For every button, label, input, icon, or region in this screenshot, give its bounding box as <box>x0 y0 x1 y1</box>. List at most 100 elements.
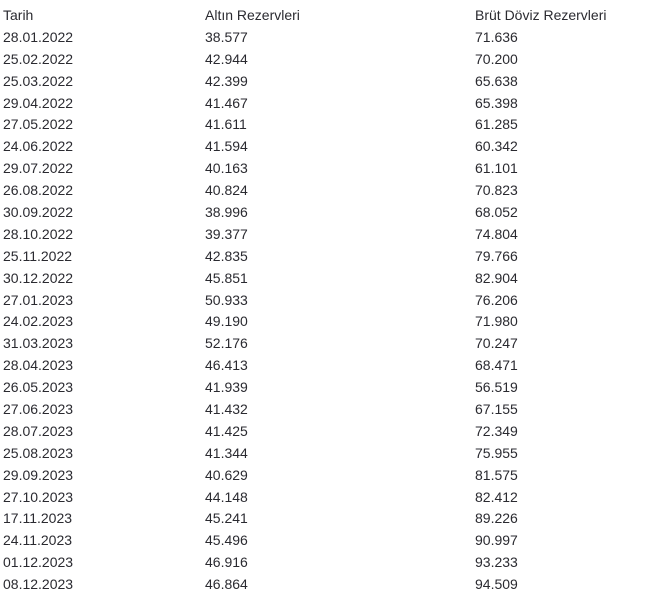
cell-tarih: 27.01.2023 <box>3 291 74 308</box>
table-row: 28.07.2023 41.425 72.349 <box>3 420 665 442</box>
cell-altin-rezervleri: 38.577 <box>205 28 248 45</box>
cell-brut-doviz-rezervleri: 65.638 <box>475 72 518 89</box>
cell-altin-rezervleri: 45.241 <box>205 510 248 527</box>
table-row: 28.01.2022 38.577 71.636 <box>3 26 665 48</box>
cell-tarih: 29.09.2023 <box>3 466 74 483</box>
table-row: 28.04.2023 46.413 68.471 <box>3 354 665 376</box>
cell-brut-doviz-rezervleri: 56.519 <box>475 379 518 396</box>
cell-tarih: 28.04.2023 <box>3 357 74 374</box>
cell-brut-doviz-rezervleri: 90.997 <box>475 532 518 549</box>
cell-brut-doviz-rezervleri: 70.823 <box>475 182 518 199</box>
cell-brut-doviz-rezervleri: 81.575 <box>475 466 518 483</box>
cell-brut-doviz-rezervleri: 61.101 <box>475 160 518 177</box>
table-row: 27.01.2023 50.933 76.206 <box>3 289 665 311</box>
cell-altin-rezervleri: 40.629 <box>205 466 248 483</box>
cell-altin-rezervleri: 45.851 <box>205 269 248 286</box>
cell-altin-rezervleri: 46.864 <box>205 576 248 593</box>
cell-tarih: 29.04.2022 <box>3 94 74 111</box>
cell-altin-rezervleri: 49.190 <box>205 313 248 330</box>
cell-brut-doviz-rezervleri: 75.955 <box>475 444 518 461</box>
table-row: 27.10.2023 44.148 82.412 <box>3 486 665 508</box>
cell-brut-doviz-rezervleri: 82.904 <box>475 269 518 286</box>
cell-altin-rezervleri: 40.163 <box>205 160 248 177</box>
table-row: 24.11.2023 45.496 90.997 <box>3 529 665 551</box>
table-row: 01.12.2023 46.916 93.233 <box>3 551 665 573</box>
cell-altin-rezervleri: 42.944 <box>205 50 248 67</box>
cell-brut-doviz-rezervleri: 68.471 <box>475 357 518 374</box>
cell-tarih: 30.09.2022 <box>3 203 74 220</box>
cell-brut-doviz-rezervleri: 72.349 <box>475 422 518 439</box>
cell-altin-rezervleri: 41.344 <box>205 444 248 461</box>
table-row: 25.03.2022 42.399 65.638 <box>3 70 665 92</box>
cell-brut-doviz-rezervleri: 79.766 <box>475 247 518 264</box>
cell-tarih: 25.08.2023 <box>3 444 74 461</box>
cell-tarih: 29.07.2022 <box>3 160 74 177</box>
cell-tarih: 24.02.2023 <box>3 313 74 330</box>
cell-tarih: 28.01.2022 <box>3 28 74 45</box>
table-header-row: Tarih Altın Rezervleri Brüt Döviz Rezerv… <box>3 4 665 26</box>
table-row: 08.12.2023 46.864 94.509 <box>3 573 665 595</box>
cell-altin-rezervleri: 42.835 <box>205 247 248 264</box>
cell-altin-rezervleri: 41.425 <box>205 422 248 439</box>
cell-brut-doviz-rezervleri: 60.342 <box>475 138 518 155</box>
cell-tarih: 28.07.2023 <box>3 422 74 439</box>
cell-tarih: 01.12.2023 <box>3 554 74 571</box>
table-row: 17.11.2023 45.241 89.226 <box>3 507 665 529</box>
table-row: 29.09.2023 40.629 81.575 <box>3 464 665 486</box>
cell-altin-rezervleri: 38.996 <box>205 203 248 220</box>
table-row: 26.08.2022 40.824 70.823 <box>3 179 665 201</box>
cell-tarih: 27.10.2023 <box>3 488 74 505</box>
cell-altin-rezervleri: 40.824 <box>205 182 248 199</box>
cell-altin-rezervleri: 39.377 <box>205 225 248 242</box>
cell-tarih: 25.03.2022 <box>3 72 74 89</box>
cell-brut-doviz-rezervleri: 65.398 <box>475 94 518 111</box>
cell-altin-rezervleri: 41.467 <box>205 94 248 111</box>
table-row: 27.06.2023 41.432 67.155 <box>3 398 665 420</box>
table-row: 28.10.2022 39.377 74.804 <box>3 223 665 245</box>
cell-altin-rezervleri: 44.148 <box>205 488 248 505</box>
cell-brut-doviz-rezervleri: 61.285 <box>475 116 518 133</box>
cell-brut-doviz-rezervleri: 76.206 <box>475 291 518 308</box>
table-row: 25.08.2023 41.344 75.955 <box>3 442 665 464</box>
cell-altin-rezervleri: 41.432 <box>205 400 248 417</box>
cell-tarih: 26.05.2023 <box>3 379 74 396</box>
table-row: 24.02.2023 49.190 71.980 <box>3 310 665 332</box>
cell-brut-doviz-rezervleri: 67.155 <box>475 400 518 417</box>
column-header-tarih: Tarih <box>3 6 34 23</box>
cell-altin-rezervleri: 45.496 <box>205 532 248 549</box>
cell-brut-doviz-rezervleri: 94.509 <box>475 576 518 593</box>
cell-brut-doviz-rezervleri: 68.052 <box>475 203 518 220</box>
cell-tarih: 26.08.2022 <box>3 182 74 199</box>
cell-tarih: 24.06.2022 <box>3 138 74 155</box>
cell-brut-doviz-rezervleri: 70.200 <box>475 50 518 67</box>
table-row: 29.04.2022 41.467 65.398 <box>3 92 665 114</box>
table-row: 30.12.2022 45.851 82.904 <box>3 267 665 289</box>
cell-altin-rezervleri: 52.176 <box>205 335 248 352</box>
table-row: 25.02.2022 42.944 70.200 <box>3 48 665 70</box>
cell-tarih: 08.12.2023 <box>3 576 74 593</box>
cell-altin-rezervleri: 46.413 <box>205 357 248 374</box>
table-row: 24.06.2022 41.594 60.342 <box>3 135 665 157</box>
table-row: 29.07.2022 40.163 61.101 <box>3 157 665 179</box>
table-row: 31.03.2023 52.176 70.247 <box>3 332 665 354</box>
table-body: 28.01.2022 38.577 71.636 25.02.2022 42.944 70… <box>3 26 665 595</box>
cell-brut-doviz-rezervleri: 74.804 <box>475 225 518 242</box>
cell-tarih: 24.11.2023 <box>3 532 73 549</box>
cell-altin-rezervleri: 41.594 <box>205 138 248 155</box>
cell-brut-doviz-rezervleri: 93.233 <box>475 554 518 571</box>
cell-tarih: 25.11.2022 <box>3 247 73 264</box>
cell-tarih: 31.03.2023 <box>3 335 74 352</box>
cell-brut-doviz-rezervleri: 71.980 <box>475 313 518 330</box>
cell-brut-doviz-rezervleri: 82.412 <box>475 488 518 505</box>
column-header-brut-doviz-rezervleri: Brüt Döviz Rezervleri <box>475 6 607 23</box>
cell-brut-doviz-rezervleri: 70.247 <box>475 335 518 352</box>
cell-altin-rezervleri: 50.933 <box>205 291 248 308</box>
cell-tarih: 27.05.2022 <box>3 116 74 133</box>
column-header-altin-rezervleri: Altın Rezervleri <box>205 6 300 23</box>
table-row: 25.11.2022 42.835 79.766 <box>3 245 665 267</box>
cell-tarih: 25.02.2022 <box>3 50 74 67</box>
cell-tarih: 17.11.2023 <box>3 510 73 527</box>
table-row: 27.05.2022 41.611 61.285 <box>3 113 665 135</box>
table-row: 30.09.2022 38.996 68.052 <box>3 201 665 223</box>
